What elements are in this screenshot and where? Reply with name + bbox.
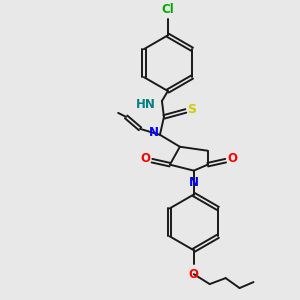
Text: N: N bbox=[149, 126, 159, 139]
Text: O: O bbox=[228, 152, 238, 165]
Text: Cl: Cl bbox=[161, 3, 174, 16]
Text: N: N bbox=[189, 176, 199, 189]
Text: S: S bbox=[187, 103, 196, 116]
Text: O: O bbox=[140, 152, 150, 165]
Text: HN: HN bbox=[136, 98, 156, 111]
Text: O: O bbox=[189, 268, 199, 281]
